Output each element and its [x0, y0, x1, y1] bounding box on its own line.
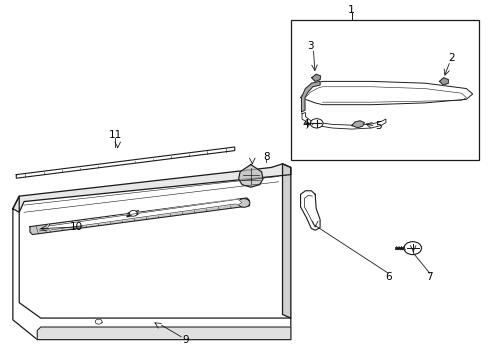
Polygon shape: [16, 147, 234, 178]
Polygon shape: [13, 164, 290, 212]
Text: 11: 11: [108, 130, 122, 140]
Text: 8: 8: [263, 152, 269, 162]
Polygon shape: [282, 164, 290, 318]
Polygon shape: [351, 121, 364, 128]
Circle shape: [403, 242, 421, 255]
Bar: [290, 21, 478, 160]
Text: 5: 5: [374, 121, 381, 131]
Text: 2: 2: [447, 53, 454, 63]
Text: 9: 9: [183, 334, 189, 345]
Polygon shape: [300, 81, 472, 105]
Text: 10: 10: [70, 222, 82, 231]
Polygon shape: [311, 74, 320, 81]
Polygon shape: [300, 191, 320, 230]
Text: 1: 1: [347, 5, 355, 15]
Polygon shape: [30, 198, 249, 234]
Text: 6: 6: [384, 272, 391, 282]
Polygon shape: [37, 327, 290, 339]
Circle shape: [129, 211, 137, 216]
Polygon shape: [301, 81, 320, 112]
Circle shape: [95, 319, 102, 324]
Text: 7: 7: [426, 272, 432, 282]
Polygon shape: [439, 78, 447, 85]
Polygon shape: [302, 113, 385, 129]
Polygon shape: [238, 165, 263, 187]
Circle shape: [310, 119, 323, 128]
Polygon shape: [13, 196, 290, 339]
Text: 3: 3: [306, 41, 313, 50]
Circle shape: [238, 199, 249, 207]
Polygon shape: [47, 200, 242, 230]
Text: 4: 4: [302, 120, 308, 129]
